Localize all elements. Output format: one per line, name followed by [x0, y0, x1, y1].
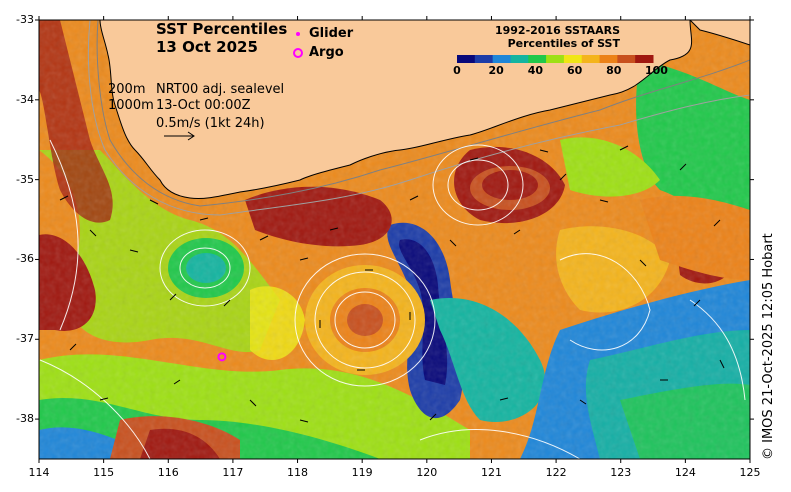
argo-ring-icon [293, 47, 303, 58]
glider-label: Glider [309, 26, 354, 41]
y-tick-label: -36 [16, 252, 34, 266]
x-tick-label: 117 [222, 466, 244, 479]
x-tick-label: 124 [674, 466, 696, 479]
velocity-scale-label: 0.5m/s (1kt 24h) [156, 116, 265, 131]
colorbar-segment [599, 55, 618, 63]
y-tick-label: -34 [16, 92, 34, 106]
x-tick-label: 119 [351, 466, 373, 479]
colorbar-segment [457, 55, 476, 63]
x-tick-label: 120 [416, 466, 438, 479]
argo-label: Argo [309, 45, 344, 60]
datetime-label: 13-Oct 00:00Z [156, 98, 251, 113]
y-tick-label: -35 [16, 172, 34, 186]
argo-float-marker [217, 352, 227, 362]
colorbar-tick-label: 20 [488, 64, 504, 77]
x-tick-label: 123 [610, 466, 632, 479]
sealevel-label: NRT00 adj. sealevel [156, 82, 285, 97]
colorbar-segment [617, 55, 636, 63]
depth-200-label: 200m [108, 82, 146, 97]
axis-ticks [35, 16, 754, 463]
x-tick-label: 122 [545, 466, 567, 479]
x-tick-label: 114 [28, 466, 50, 479]
colorbar [457, 55, 654, 63]
colorbar-segment [492, 55, 511, 63]
map-title: SST Percentiles 13 Oct 2025 [156, 20, 287, 56]
marker-legend: Glider Argo [293, 24, 353, 62]
colorbar-title-line1: 1992-2016 SSTAARS [494, 24, 620, 37]
current-vectors [59, 145, 725, 423]
colorbar-tick-label: 0 [453, 64, 461, 77]
credit-text: © IMOS 21-Oct-2025 12:05 Hobart [761, 233, 776, 460]
colorbar-segment [581, 55, 601, 63]
colorbar-tick-label: 80 [606, 64, 622, 77]
colorbar-tick-label: 40 [527, 64, 544, 77]
colorbar-tick-label: 60 [566, 64, 583, 77]
title-line1: SST Percentiles [156, 20, 288, 38]
scale-arrow [164, 131, 195, 141]
colorbar-segment [635, 55, 654, 63]
colorbar-segment [474, 55, 494, 63]
depth-1000-label: 1000m [108, 98, 154, 113]
colorbar-title-line2: Percentiles of SST [507, 37, 620, 50]
x-tick-label: 121 [480, 466, 502, 479]
colorbar-title: 1992-2016 SSTAARS Percentiles of SST [440, 24, 620, 50]
y-tick-label: -33 [16, 13, 34, 26]
y-tick-label: -37 [16, 332, 34, 346]
y-tick-label: -38 [16, 412, 34, 426]
colorbar-tick-label: 100 [645, 64, 668, 77]
glider-dot-icon [296, 31, 300, 36]
sst-field [39, 20, 750, 459]
colorbar-segment [563, 55, 583, 63]
colorbar-segment [528, 55, 547, 63]
x-tick-label: 125 [739, 466, 761, 479]
colorbar-segment [510, 55, 529, 63]
plot-frame [38, 19, 751, 460]
title-date: 13 Oct 2025 [156, 38, 258, 56]
colorbar-segment [546, 55, 565, 63]
x-tick-label: 116 [157, 466, 179, 479]
x-tick-label: 118 [287, 466, 309, 479]
x-tick-label: 115 [93, 466, 115, 479]
